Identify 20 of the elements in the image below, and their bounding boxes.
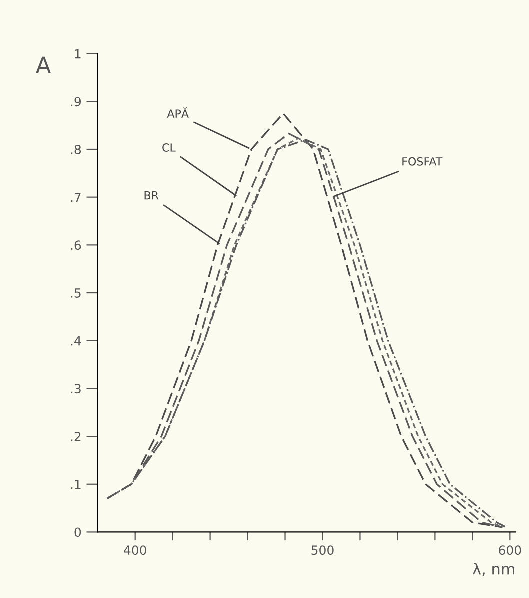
y-tick-label: .6 (71, 240, 82, 250)
y-tick-label: .5 (71, 288, 81, 298)
y-tick-label: .7 (71, 192, 81, 202)
x-tick-label: 600 (499, 546, 522, 556)
y-tick-label: .8 (71, 144, 82, 154)
y-tick-label: .9 (71, 97, 82, 107)
y-tick-label: .2 (71, 432, 81, 442)
y-tick-label: 1 (75, 49, 81, 59)
y-tick-label: .4 (71, 336, 82, 346)
x-axis-title: λ, nm (472, 563, 514, 576)
annotation: APĂ (167, 107, 189, 118)
x-tick-label: 400 (124, 546, 146, 556)
y-tick-label: 0 (74, 528, 82, 538)
annotation: BR (144, 192, 159, 200)
y-tick-label: .3 (71, 384, 81, 394)
annotation: FOSFAT (402, 157, 443, 166)
y-axis-title: A (36, 56, 51, 74)
y-tick-label: .1 (71, 480, 81, 490)
annotation: CL (162, 144, 176, 152)
x-tick-label: 500 (312, 546, 334, 556)
